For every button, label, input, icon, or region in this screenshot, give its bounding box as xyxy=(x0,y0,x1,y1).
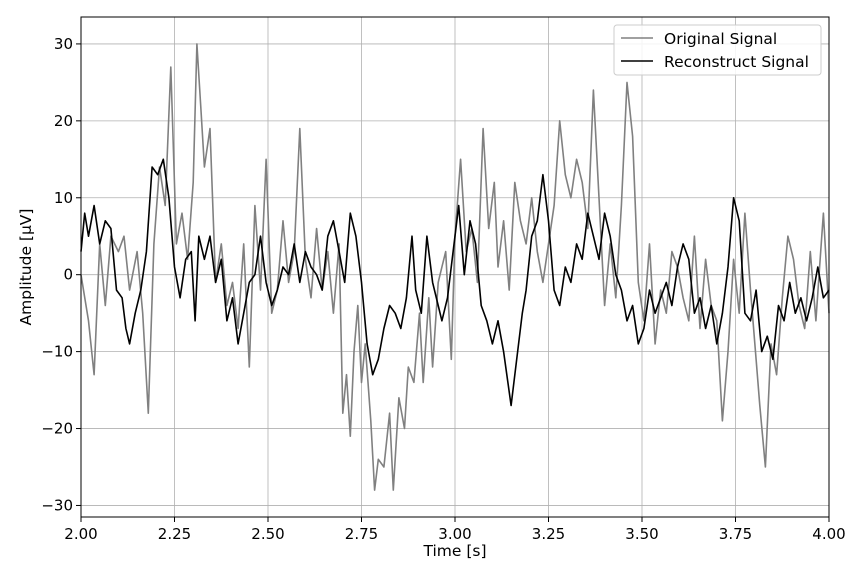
y-tick-label: −10 xyxy=(41,343,73,361)
y-tick-label: −30 xyxy=(41,496,73,514)
x-tick-label: 2.00 xyxy=(64,525,97,543)
legend-box xyxy=(613,24,822,76)
x-axis: 2.00 2.25 2.50 2.75 3.00 3.25 3.50 3.75 4.00 xyxy=(64,517,846,543)
y-axis-label: Amplitude [μV] xyxy=(17,209,35,326)
series-line-original-signal xyxy=(80,43,830,491)
x-axis-label: Time [s] xyxy=(422,542,486,560)
x-tick-label: 3.00 xyxy=(438,525,471,543)
x-tick-label: 3.50 xyxy=(625,525,658,543)
legend-label-reconstruct: Reconstruct Signal xyxy=(664,53,809,71)
x-tick-label: 3.75 xyxy=(719,525,752,543)
x-tick-label: 2.50 xyxy=(251,525,284,543)
legend-label-original: Original Signal xyxy=(664,30,777,48)
series-layer xyxy=(80,43,830,491)
series-line-reconstruct-signal xyxy=(80,158,830,407)
y-tick-label: 10 xyxy=(54,189,73,207)
x-tick-label: 4.00 xyxy=(812,525,845,543)
x-tick-label: 3.25 xyxy=(532,525,565,543)
legend: Original Signal Reconstruct Signal xyxy=(613,24,822,76)
x-tick-label: 2.75 xyxy=(345,525,378,543)
x-tick-label: 2.25 xyxy=(158,525,191,543)
y-tick-label: 20 xyxy=(54,112,73,130)
y-tick-label: −20 xyxy=(41,420,73,438)
y-tick-label: 0 xyxy=(63,266,73,284)
y-axis: −30 −20 −10 0 10 20 30 xyxy=(41,35,81,514)
y-tick-label: 30 xyxy=(54,35,73,53)
